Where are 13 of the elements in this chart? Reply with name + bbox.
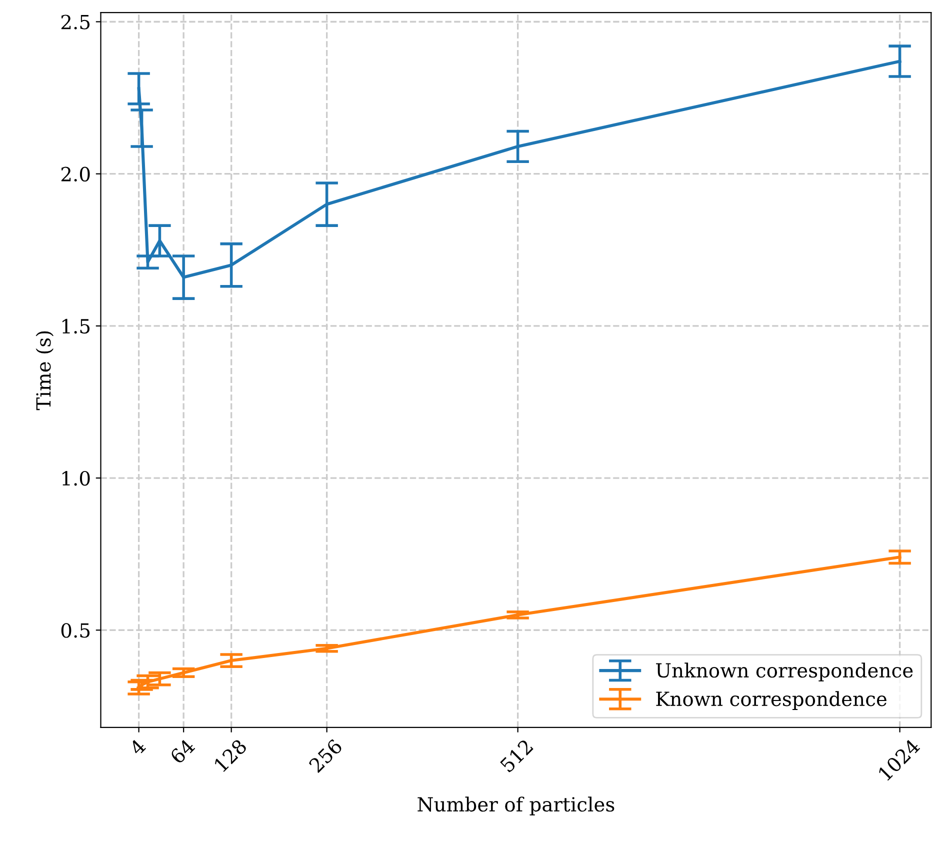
y-tick-label: 2.0 [61,166,90,182]
y-tick-label: 0.5 [61,623,90,638]
x-tick-label: 512 [499,738,534,773]
x-tick-label: 64 [169,738,196,764]
legend-label: Known correspondence [656,691,886,710]
y-tick-label: 2.5 [61,14,90,30]
y-axis-title: Time (s) [36,331,54,410]
x-tick-label: 4 [128,738,146,756]
legend-label: Unknown correspondence [656,662,913,682]
y-tick-label: 1.0 [62,470,90,486]
y-tick-label: 1.5 [62,318,90,334]
x-axis-title: Number of particles [418,796,614,816]
x-tick-label: 128 [213,738,248,772]
